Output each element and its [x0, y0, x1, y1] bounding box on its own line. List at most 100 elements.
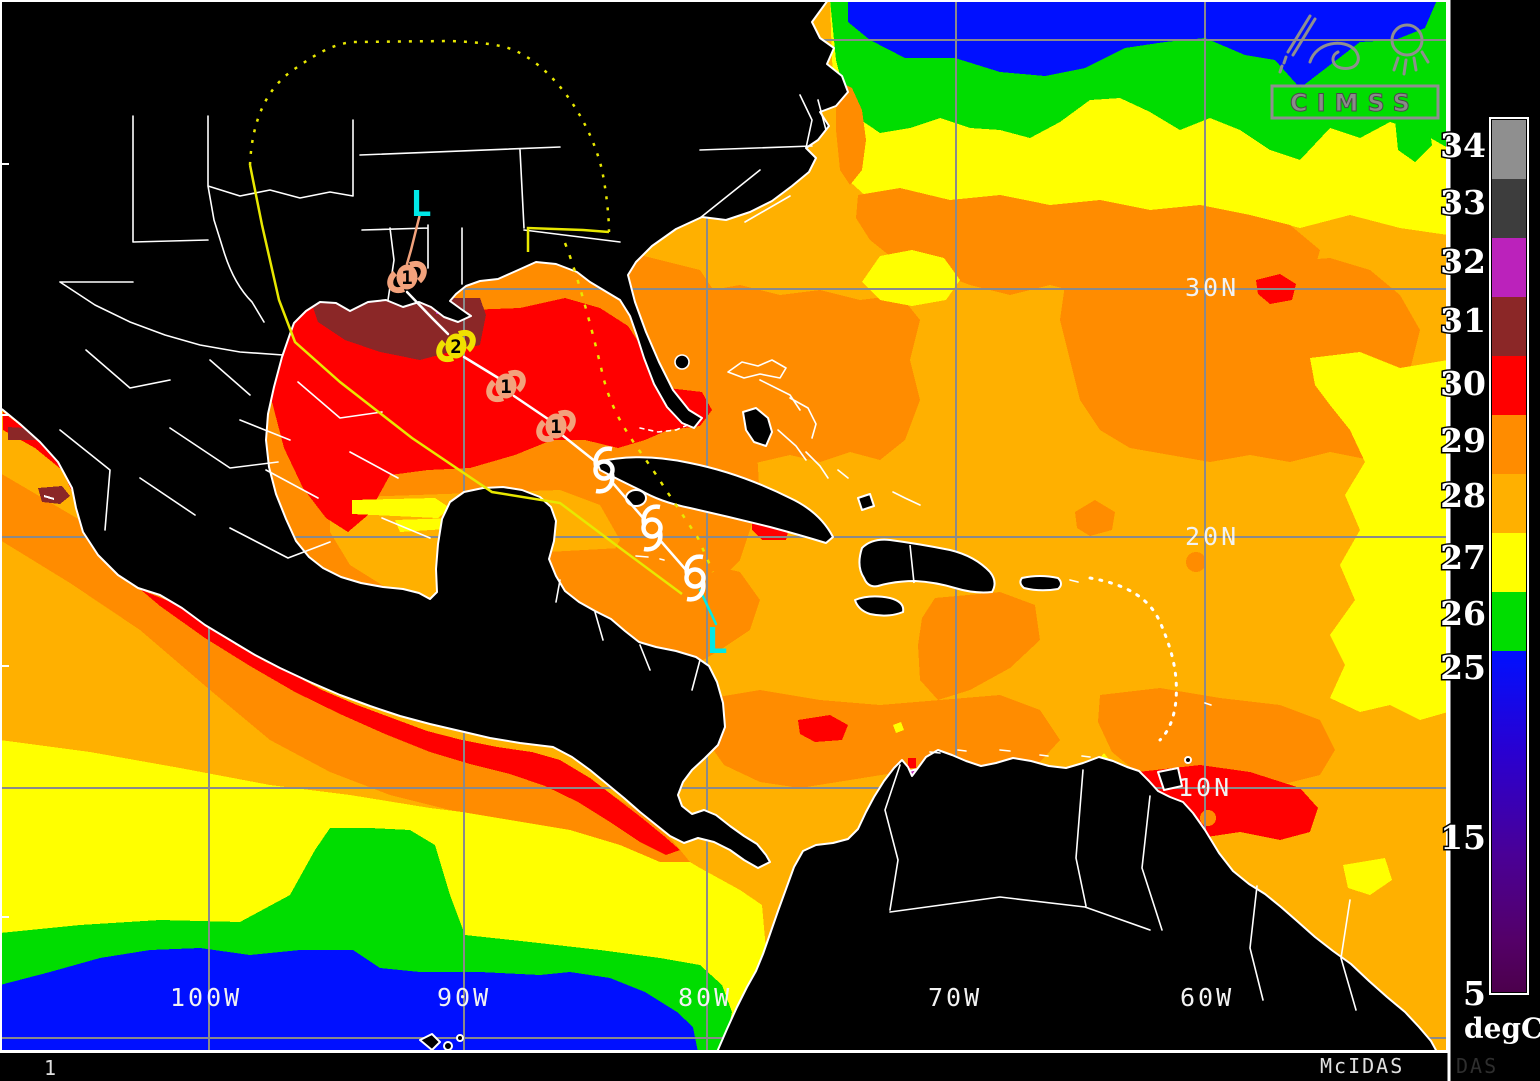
- graticule-labels: 30N 20N 10N 100W 90W 80W 70W 60W: [170, 273, 1239, 1012]
- storm-symbol-hurricane: 1: [536, 409, 576, 443]
- colorbar-tick: 32: [1440, 242, 1486, 281]
- sst-30c-pacific-coast: [3, 412, 680, 855]
- colorbar-tick: 5: [1463, 974, 1486, 1013]
- sst-27c-venz-speck: [893, 722, 904, 733]
- track-segment: [405, 212, 422, 266]
- sst-29c-dot2: [1200, 810, 1216, 826]
- turks-caicos: [892, 491, 921, 506]
- cimss-logo-box: [1270, 84, 1440, 120]
- lake-okeechobee: [674, 354, 690, 370]
- colorbar-tick: 27: [1440, 538, 1486, 577]
- eleuthera: [789, 397, 817, 439]
- lon-label-60W: 60W: [1180, 983, 1234, 1012]
- low-center-label: L: [706, 621, 728, 662]
- colorbar-tick: 29: [1440, 421, 1486, 460]
- colorbar-panel: 34 33 32 31 30 29 28 27 26 25 15 5 degC DAS: [1439, 0, 1540, 1081]
- thermometer-icon: [1286, 14, 1317, 57]
- hurricane-category-label: 2: [450, 336, 461, 358]
- sst-29c-se-carib: [1098, 688, 1335, 785]
- sst-30c-colombia: [798, 715, 848, 742]
- small-islands: [635, 354, 1212, 758]
- rio-grande: [59, 281, 284, 356]
- track-segment: [698, 588, 718, 626]
- sst-field: [2, 2, 1446, 1050]
- storm-symbol-hurricane: 2: [436, 329, 476, 363]
- colorbar-block-26: [1492, 592, 1526, 651]
- hurricane-category-label: 1: [500, 376, 511, 398]
- colorbar-block-27: [1492, 533, 1526, 592]
- swirl-icon: [1308, 41, 1360, 70]
- political-borders: [59, 94, 1357, 1011]
- colorbar-blocks: [1492, 120, 1526, 651]
- long-island-bahamas: [805, 451, 829, 479]
- missing-data-sliver: [43, 495, 55, 500]
- lon-label-90W: 90W: [437, 983, 491, 1012]
- thermometer-ticks: [1278, 55, 1288, 74]
- latitude-ticks: [0, 163, 9, 918]
- lesser-antilles-arc: [1088, 576, 1178, 742]
- andros-island: [742, 407, 773, 447]
- sst-29c-ne-hispaniola: [1075, 500, 1115, 536]
- sst-29c-coast-strip: [836, 80, 866, 185]
- colorbar-tick: 25: [1440, 648, 1486, 687]
- frame-number: 1: [44, 1056, 58, 1080]
- south-america-borders: [884, 764, 1357, 1011]
- haiti-dr-border: [909, 544, 915, 584]
- sst-27c-gulf-streak1: [352, 498, 450, 518]
- central-america-borders: [555, 579, 701, 691]
- colorbar-tick: 34: [1440, 126, 1486, 165]
- sst-26c-blob: [1395, 118, 1432, 162]
- cimss-logo-art: [1278, 14, 1430, 76]
- colorbar-block-28: [1492, 474, 1526, 533]
- colorbar-tick: 31: [1440, 301, 1486, 340]
- cimss-logo: CIMSS: [1270, 14, 1440, 120]
- sst-29c-dot: [1186, 552, 1206, 572]
- lat-label-30N: 30N: [1185, 273, 1239, 302]
- sst-27c-se-patch: [1343, 858, 1392, 895]
- colorbar-tick: 28: [1440, 476, 1486, 515]
- mcidas-credit: McIDAS: [1320, 1054, 1404, 1078]
- low-center-label: L: [410, 184, 432, 225]
- grand-bahama-abaco: [727, 359, 787, 379]
- storm-symbol-storm: [593, 446, 615, 494]
- track-segment: [512, 394, 550, 421]
- storm-symbol-storm: [641, 504, 663, 552]
- track-segment: [560, 433, 598, 464]
- lon-label-70W: 70W: [928, 983, 982, 1012]
- colorbar-outline: [1489, 117, 1529, 995]
- mexico-state-borders: [59, 349, 431, 559]
- colorbar-block-31: [1492, 297, 1526, 356]
- track-segment: [657, 537, 688, 572]
- track-segment: [405, 290, 450, 336]
- cuba: [596, 456, 834, 544]
- colorbar-block-34: [1492, 120, 1526, 179]
- track-segment: [462, 355, 502, 381]
- colorbar-block-29: [1492, 415, 1526, 474]
- colorbar-block-33: [1492, 179, 1526, 238]
- lon-label-100W: 100W: [170, 983, 242, 1012]
- us-borders-southeast: [359, 145, 813, 301]
- sst-29c-south-hispaniola: [918, 592, 1040, 700]
- chesapeake-inlets: [799, 94, 827, 149]
- hispaniola: [858, 538, 996, 594]
- cayman-islands: [635, 555, 665, 561]
- crooked-island: [837, 469, 849, 479]
- storm-symbol-low: L: [706, 621, 728, 662]
- trinidad: [1157, 767, 1183, 791]
- puerto-rico: [1019, 575, 1062, 592]
- storm-symbol-hurricane: 1: [486, 369, 526, 403]
- storm-track: L 1 2 1 1 L: [387, 184, 728, 662]
- colorbar-unit: degC: [1464, 1012, 1540, 1045]
- colorbar-tick: 15: [1440, 818, 1486, 857]
- storm-symbol-hurricane: 1: [387, 260, 427, 294]
- island-specks: [929, 579, 1212, 758]
- forecast-track-lines: [248, 39, 715, 596]
- track-segment: [609, 479, 646, 521]
- cimss-logo-text: CIMSS: [1290, 89, 1419, 117]
- colorbar-block-30: [1492, 356, 1526, 415]
- jamaica: [854, 595, 905, 617]
- lon-label-80W: 80W: [678, 983, 732, 1012]
- colorbar-gradient: [1492, 651, 1526, 992]
